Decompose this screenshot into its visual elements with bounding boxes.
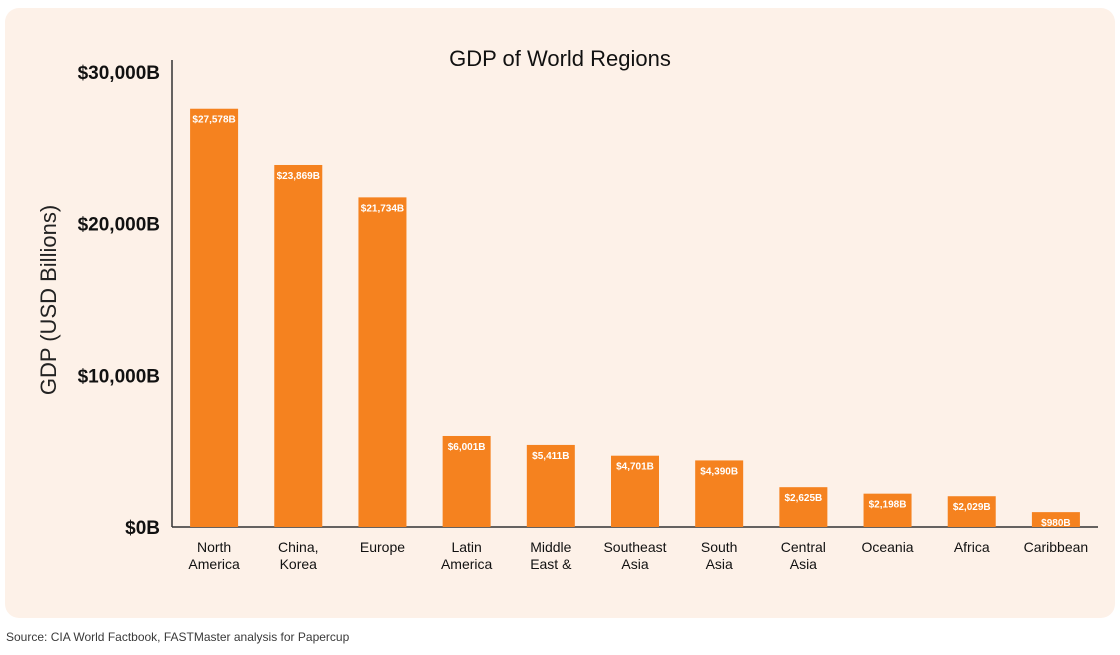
- x-tick-label: Caribbean: [1024, 539, 1089, 555]
- x-tick-label: Africa: [954, 539, 990, 555]
- bar-value-label: $4,701B: [616, 462, 654, 473]
- bars-group: $27,578B $23,869B $21,734B $6,001B $5,411B $4…: [190, 108, 1080, 529]
- source-note: Source: CIA World Factbook, FASTMaster a…: [6, 630, 350, 644]
- x-tick-label: Asia: [621, 556, 648, 572]
- x-tick-label: America: [188, 556, 240, 572]
- x-tick-label: Europe: [360, 539, 405, 555]
- y-tick-label: $0B: [125, 518, 160, 539]
- bar: [695, 460, 744, 527]
- x-tick-label: Central: [781, 539, 826, 555]
- y-axis-label: GDP (USD Billions): [36, 205, 61, 395]
- y-tick-label: $10,000B: [78, 366, 160, 387]
- y-axis-ticks: $0B $10,000B $20,000B $30,000B: [78, 63, 160, 539]
- bar-value-label: $23,869B: [277, 171, 320, 182]
- bar-value-label: $5,411B: [532, 451, 569, 462]
- bar-value-label: $980B: [1041, 518, 1070, 529]
- bar: [611, 455, 659, 527]
- bar-value-label: $27,578B: [192, 115, 235, 126]
- bar: [863, 493, 912, 527]
- bar: [526, 444, 575, 527]
- x-tick-label: East &: [530, 556, 572, 572]
- y-tick-label: $20,000B: [78, 215, 160, 236]
- x-tick-label: Southeast: [603, 539, 666, 555]
- bar: [442, 435, 491, 527]
- x-tick-label: Korea: [280, 556, 318, 572]
- bar: [190, 108, 239, 527]
- bar: [274, 164, 323, 528]
- x-tick-label: North: [197, 539, 231, 555]
- x-tick-label: South: [701, 539, 738, 555]
- x-tick-label: China,: [278, 539, 318, 555]
- x-tick-label: Latin: [451, 539, 481, 555]
- bar: [779, 487, 828, 527]
- chart-title: GDP of World Regions: [449, 46, 671, 71]
- bar-value-label: $21,734B: [361, 203, 404, 214]
- bar-value-label: $2,625B: [784, 493, 822, 504]
- bar-value-label: $2,198B: [869, 500, 907, 511]
- bar: [1031, 512, 1080, 527]
- bar-value-label: $2,029B: [953, 502, 991, 513]
- x-tick-label: America: [441, 556, 493, 572]
- x-tick-label: Oceania: [861, 539, 913, 555]
- bar: [947, 496, 996, 527]
- bar-value-label: $6,001B: [448, 442, 486, 453]
- bar-value-label: $4,390B: [700, 466, 738, 477]
- y-tick-label: $30,000B: [78, 63, 160, 84]
- bar: [358, 197, 407, 527]
- x-tick-label: Middle: [530, 539, 571, 555]
- x-tick-label: Asia: [790, 556, 817, 572]
- x-tick-label: Asia: [706, 556, 733, 572]
